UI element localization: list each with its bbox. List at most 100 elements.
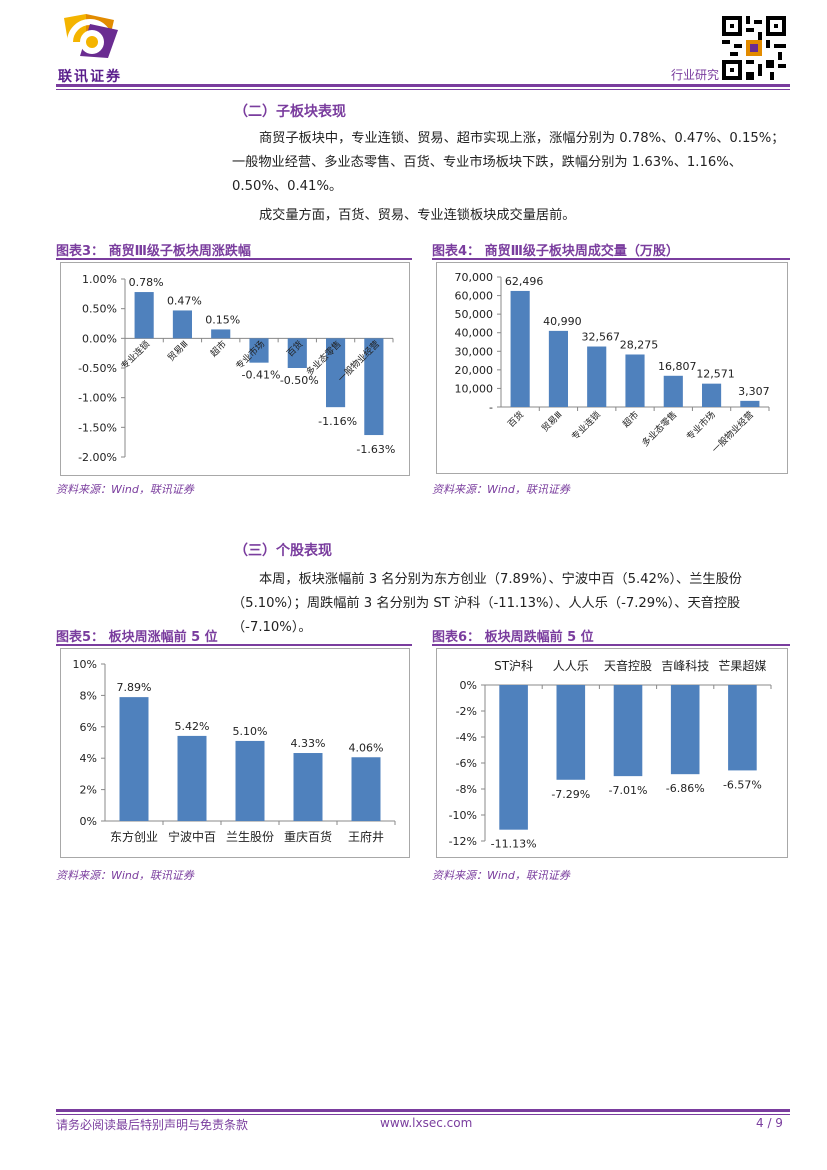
y-tick-label: 0.00% <box>82 332 117 345</box>
y-tick-label: 0.50% <box>82 303 117 316</box>
data-label: 5.10% <box>233 725 268 738</box>
y-tick-label: -12% <box>449 835 477 848</box>
y-tick-label: 30,000 <box>455 345 494 358</box>
data-label: 4.06% <box>349 741 384 754</box>
bar <box>134 292 154 339</box>
data-label: 12,571 <box>696 368 735 381</box>
data-label: -0.41% <box>242 369 281 382</box>
y-tick-label: 20,000 <box>455 364 494 377</box>
data-label: 5.42% <box>175 720 210 733</box>
bar <box>326 338 346 408</box>
section-title-stocks: （三）个股表现 <box>234 543 332 559</box>
x-tick-label: 超市 <box>620 409 641 430</box>
data-label: -1.16% <box>318 415 357 428</box>
data-label: 0.78% <box>129 276 164 289</box>
x-tick-label: 贸易Ⅲ <box>165 338 191 364</box>
x-tick-label: 百货 <box>505 409 526 430</box>
figure-3-chart: 1.00% 0.50% 0.00% -0.50% -1.00% -1.50% -2.00% 0… <box>78 273 395 464</box>
figure-4-chart: 70,000 60,000 50,000 40,000 30,000 20,000 10,0… <box>455 271 770 456</box>
y-tick-label: -1.50% <box>78 421 117 434</box>
figure-4-title-underline <box>432 258 790 260</box>
x-tick-label: 人人乐 <box>553 659 589 673</box>
data-label: -1.63% <box>356 443 395 456</box>
y-tick-label: 0% <box>460 679 477 692</box>
data-label: 4.33% <box>291 737 326 750</box>
header-divider-thin <box>56 89 790 90</box>
x-tick-label: 多业态零售 <box>639 409 679 449</box>
company-logo <box>64 14 118 65</box>
x-tick-label: 兰生股份 <box>226 830 274 844</box>
y-tick-label: 70,000 <box>455 271 494 284</box>
figure-6-chart-frame: 0% -2% -4% -6% -8% -10% -12% -11.13% ST沪科 -7.29% 人… <box>436 648 788 858</box>
bar <box>364 338 384 436</box>
data-label: -6.57% <box>723 778 762 791</box>
data-label: 62,496 <box>505 275 544 288</box>
y-tick-label: 6% <box>80 721 97 734</box>
figure-4-source: 资料来源：Wind，联讯证券 <box>432 483 570 496</box>
paragraph-volume: 成交量方面，百货、贸易、专业连锁板块成交量居前。 <box>259 208 576 223</box>
y-tick-label: -0.50% <box>78 362 117 375</box>
figure-3-title: 图表3： 商贸Ⅲ级子板块周涨跌幅 <box>56 244 251 259</box>
bar <box>613 685 643 777</box>
x-tick-label: 东方创业 <box>110 829 158 844</box>
x-tick-label: 专业连锁 <box>569 409 603 443</box>
x-tick-label: 芒果超媒 <box>718 658 766 673</box>
paragraph-sub-sector-performance: 商贸子板块中，专业连锁、贸易、超市实现上涨，涨幅分别为 0.78%、0.47%、… <box>232 131 785 194</box>
brand-name: 联讯证券 <box>58 69 122 85</box>
data-label: 32,567 <box>581 331 620 344</box>
x-tick-label: 超市 <box>208 338 229 359</box>
y-tick-label: 0% <box>80 815 97 828</box>
footer-website-link[interactable]: www.lxsec.com <box>380 1116 473 1130</box>
figure-4-chart-frame: 70,000 60,000 50,000 40,000 30,000 20,000 10,0… <box>436 262 788 474</box>
data-label: 0.47% <box>167 294 202 307</box>
x-tick-label: 专业连锁 <box>118 338 152 372</box>
figure-5-title-underline <box>56 644 412 646</box>
section-title-sub-sector: （二）子板块表现 <box>234 104 346 120</box>
header-divider <box>56 84 790 87</box>
x-tick-label: 天音控股 <box>604 658 652 673</box>
y-tick-label: 2% <box>80 784 97 797</box>
bar <box>499 685 528 830</box>
bar <box>740 400 760 407</box>
bar <box>351 757 381 821</box>
bar <box>548 330 568 407</box>
figure-5-chart: 10% 8% 6% 4% 2% 0% 7.89% 东方创业 5.42% 宁波中百 5.10% 兰生股份… <box>73 658 396 844</box>
bar <box>235 740 265 821</box>
y-tick-label: 4% <box>80 752 97 765</box>
qr-code <box>722 16 786 80</box>
x-tick-label: 专业市场 <box>684 409 718 443</box>
data-label: 3,307 <box>738 385 770 398</box>
figure-3-title-underline <box>56 258 412 260</box>
bar <box>510 290 530 407</box>
data-label: 16,807 <box>658 360 697 373</box>
x-tick-label: 宁波中百 <box>168 829 216 844</box>
bar <box>211 329 231 339</box>
y-tick-label: -10% <box>449 809 477 822</box>
figure-3-chart-frame: 1.00% 0.50% 0.00% -0.50% -1.00% -1.50% -2.00% 0… <box>60 262 410 476</box>
data-label: 7.89% <box>117 681 152 694</box>
x-tick-label: 重庆百货 <box>284 829 332 844</box>
bar <box>670 685 700 775</box>
data-label: -6.86% <box>666 782 705 795</box>
y-tick-label: 60,000 <box>455 290 494 303</box>
bar <box>172 310 192 339</box>
data-label: -7.29% <box>551 788 590 801</box>
figure-6-source: 资料来源：Wind，联讯证券 <box>432 869 570 882</box>
bar <box>587 346 607 407</box>
y-tick-label: 40,000 <box>455 327 494 340</box>
y-tick-label: -2% <box>456 705 477 718</box>
data-label: 40,990 <box>543 315 582 328</box>
data-label: -0.50% <box>280 374 319 387</box>
y-tick-label: 50,000 <box>455 308 494 321</box>
footer-divider <box>56 1109 790 1112</box>
footer-divider-thin <box>56 1114 790 1115</box>
data-label: -11.13% <box>491 838 537 851</box>
data-label: 0.15% <box>205 313 240 326</box>
footer-disclaimer-link[interactable]: 请务必阅读最后特别声明与免责条款 <box>56 1118 249 1132</box>
figure-6-title: 图表6： 板块周跌幅前 5 位 <box>432 630 594 645</box>
figure-6-chart: 0% -2% -4% -6% -8% -10% -12% -11.13% ST沪科 -7.29% 人… <box>449 658 772 851</box>
y-tick-label: 10,000 <box>455 382 494 395</box>
x-tick-label: 一般物业经营 <box>709 409 756 456</box>
footer-page-number: 4 / 9 <box>756 1116 783 1130</box>
data-label: -7.01% <box>609 784 648 797</box>
